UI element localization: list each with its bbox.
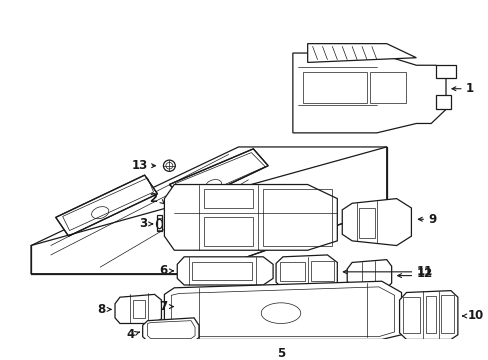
Text: 4: 4 bbox=[126, 328, 135, 341]
Text: 9: 9 bbox=[427, 213, 436, 226]
Text: 12: 12 bbox=[415, 267, 432, 280]
Polygon shape bbox=[56, 175, 157, 236]
Polygon shape bbox=[164, 185, 337, 250]
Text: 7: 7 bbox=[159, 300, 167, 313]
Polygon shape bbox=[157, 216, 162, 231]
Text: 5: 5 bbox=[276, 347, 285, 360]
Polygon shape bbox=[164, 281, 401, 339]
Polygon shape bbox=[342, 199, 410, 246]
Polygon shape bbox=[177, 257, 272, 285]
Polygon shape bbox=[399, 291, 457, 339]
Polygon shape bbox=[115, 294, 161, 324]
Polygon shape bbox=[307, 44, 415, 62]
Text: 13: 13 bbox=[131, 159, 147, 172]
Text: 8: 8 bbox=[97, 303, 105, 316]
Text: 6: 6 bbox=[159, 264, 167, 278]
Polygon shape bbox=[346, 260, 391, 288]
Polygon shape bbox=[292, 53, 445, 133]
Polygon shape bbox=[142, 318, 199, 341]
Polygon shape bbox=[169, 149, 267, 203]
Text: 2: 2 bbox=[149, 192, 157, 205]
Polygon shape bbox=[177, 291, 272, 323]
Text: 3: 3 bbox=[139, 217, 147, 230]
Polygon shape bbox=[276, 255, 337, 289]
Polygon shape bbox=[31, 147, 386, 274]
Text: 1: 1 bbox=[465, 82, 473, 95]
Text: 11: 11 bbox=[415, 265, 432, 278]
Polygon shape bbox=[435, 95, 450, 109]
Polygon shape bbox=[435, 65, 455, 78]
Text: 10: 10 bbox=[467, 310, 483, 323]
